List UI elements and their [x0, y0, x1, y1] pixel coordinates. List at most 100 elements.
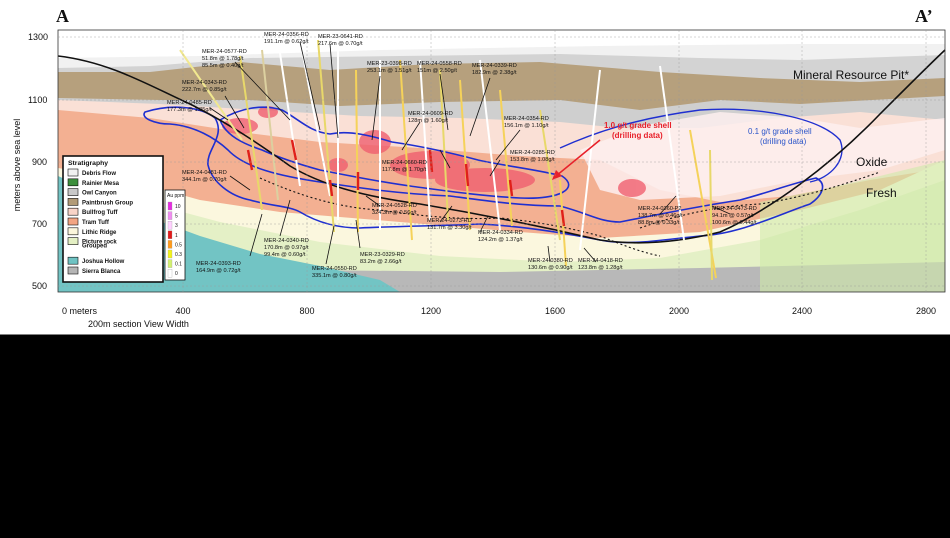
drill-label-id: MER-24-0334-RD: [478, 230, 523, 236]
drill-label-result: 99.4m @ 0.60g/t: [264, 252, 306, 258]
legend-swatch: [67, 168, 79, 177]
y-tick-700: 700: [32, 219, 47, 229]
fresh-oxide-contact: [259, 177, 661, 257]
drill-label-id: MER-24-0340-RD: [264, 238, 309, 244]
pit-label: Mineral Resource Pit*: [793, 68, 909, 82]
drill-label-id: MER-24-0354-RD: [504, 116, 549, 122]
grade-swatch: [167, 249, 173, 259]
drill-label-result: 335.1m @ 0.80g/t: [312, 273, 357, 279]
grade-shell-01gpt-east: [559, 108, 843, 183]
drill-label-id: MER-24-0380-RD: [528, 258, 573, 264]
y-tick-900: 900: [32, 157, 47, 167]
shell-callout-arrow: [552, 139, 601, 180]
y-tick-1300: 1300: [28, 32, 48, 42]
drill-label-id: MER-24-0343-RD: [182, 80, 227, 86]
drill-label-result: 344.1m @ 0.70g/t: [182, 177, 227, 183]
legend-label: Grouped: [82, 243, 107, 249]
grade-swatch: [167, 269, 173, 278]
oxide-label: Oxide: [856, 155, 888, 169]
legend-swatch: [67, 227, 79, 236]
view-width-note: 200m section View Width: [88, 319, 189, 329]
drill-label-result: 138.7m @ 0.46g/t: [638, 213, 683, 219]
drill-label-result: 94.1m @ 0.57g/t: [712, 213, 754, 219]
drill-label-id: MER-24-0273-RD: [427, 218, 472, 224]
grade-label: 1: [175, 233, 178, 239]
grade-swatch: [167, 201, 173, 211]
drill-label-id: MER-24-0577-RD: [202, 49, 247, 55]
mineral-resource-pit-line: [57, 49, 946, 244]
legend-swatch: [67, 188, 79, 196]
drill-label-result: 51.8m @ 1.78g/t: [202, 56, 244, 62]
drill-label-result: 182.9m @ 2.38g/t: [472, 70, 517, 76]
stratigraphy-legend: Stratigraphy Debris Flow Rainier Mesa Owl …: [62, 155, 164, 283]
x-tick-800: 800: [299, 306, 314, 316]
y-axis-label: meters above sea level: [12, 119, 22, 212]
drill-label-result: 164.9m @ 0.72g/t: [196, 268, 241, 274]
legend-swatch: [67, 256, 79, 265]
legend-swatch: [67, 217, 79, 226]
x-tick-2800: 2800: [916, 306, 936, 316]
drill-label-id: MER-23-0641-RD: [318, 34, 363, 40]
legend-label: Paintbrush Group: [82, 200, 133, 206]
drill-label-result: 156.1m @ 1.10g/t: [504, 123, 549, 129]
drill-label-result: 124.2m @ 1.37g/t: [478, 237, 523, 243]
grade-swatch: [167, 259, 173, 268]
low-shell-sublabel: (drilling data): [760, 137, 807, 146]
drill-label-id: MER-24-0339-RD: [472, 63, 517, 69]
fault-dotted-line: [639, 171, 881, 229]
grade-label: 0.3: [175, 252, 182, 258]
legend-label: Debris Flow: [82, 171, 116, 177]
x-tick-2000: 2000: [669, 306, 689, 316]
grade-shell-01gpt-outline: [143, 106, 824, 244]
drill-label-result: 128m @ 1.60g/t: [408, 118, 448, 124]
grade-label: 5: [175, 214, 178, 220]
grade-shell-1gpt-outline: [219, 106, 570, 199]
grade-label: 3: [175, 223, 178, 229]
drill-label-result: 131.7m @ 3.30g/t: [427, 225, 472, 231]
drill-high-grade-marks: [246, 139, 566, 227]
legend-label: Picture rock: [82, 240, 117, 246]
low-shell-label: 0.1 g/t grade shell: [748, 127, 812, 136]
drill-label-id: MER-23-0329-RD: [360, 252, 405, 258]
legend-swatch: [67, 237, 79, 245]
section-start-label: A: [56, 6, 69, 26]
drill-label-result: 153.8m @ 1.08g/t: [510, 157, 555, 163]
drill-label-result: 117.8m @ 1.70g/t: [382, 167, 427, 173]
high-shell-label: 1.0 g/t grade shell: [604, 121, 672, 130]
drill-label-id: MER-24-0609-RD: [408, 111, 453, 117]
drill-label-id: MER-23-0398-RD: [367, 61, 412, 67]
drill-label-id: MER-24-0393-RD: [196, 261, 241, 267]
legend-label: Tram Tuff: [82, 220, 110, 226]
high-shell-sublabel: (drilling data): [612, 131, 663, 140]
drill-traces: [179, 39, 717, 281]
grade-label: 0: [175, 271, 178, 277]
legend-label: Rainier Mesa: [82, 181, 120, 187]
legend-label: Joshua Hollow: [82, 259, 125, 265]
drill-label-result: 170.8m @ 0.97g/t: [264, 245, 309, 251]
drill-label-id: MER-24-0481-RD: [182, 170, 227, 176]
x-tick-1200: 1200: [421, 306, 441, 316]
drill-label-id: MER-24-0485-RD: [167, 100, 212, 106]
grade-label: 10: [175, 204, 181, 210]
drill-label-result: 85.5m @ 0.40g/t: [202, 63, 244, 69]
grade-label: 0.1: [175, 262, 182, 268]
grade-legend-title: Au ppm: [167, 193, 184, 199]
x-tick-labels: 400 800 1200 1600 2000 2400 2800: [175, 306, 936, 316]
oxide-zone: [580, 112, 945, 200]
legend-swatch: [67, 207, 79, 216]
drill-label-result: 88.8m @ 0.33g/t: [638, 220, 680, 226]
drill-label-result: 123.8m @ 1.28g/t: [578, 265, 623, 271]
drill-label-result: 217.6m @ 0.70g/t: [318, 41, 363, 47]
drill-label-result: 83.2m @ 2.66g/t: [360, 259, 402, 265]
drill-label-id: MER-24-0660-RD: [382, 160, 427, 166]
drill-label-result: 324.3m @ 0.56g/t: [372, 210, 417, 216]
legend-swatch: [67, 266, 79, 275]
plot-frame: [57, 29, 946, 293]
drill-label-result: 222.7m @ 0.85g/t: [182, 87, 227, 93]
legend-swatch: [67, 198, 79, 206]
drill-label-id: MER-24-0360-P2: [638, 206, 682, 212]
drill-label-id: MER-24-0473-RD: [712, 206, 757, 212]
drill-label-id: MER-24-0550-RD: [312, 266, 357, 272]
drill-label-id: MER-24-0558-RD: [417, 61, 462, 67]
